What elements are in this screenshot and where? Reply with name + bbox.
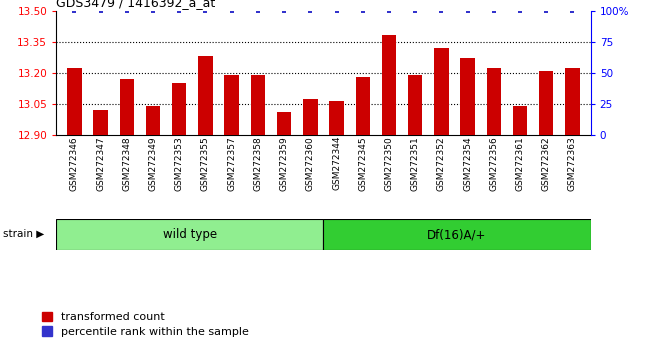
Point [95, 8, 106, 13]
Point [515, 8, 525, 13]
Bar [376, 11, 402, 135]
Bar [460, 58, 475, 135]
Point [541, 8, 552, 13]
Bar [323, 219, 591, 250]
Point [331, 8, 342, 13]
Bar [303, 99, 317, 135]
Point [279, 8, 289, 13]
Bar [408, 75, 422, 135]
Bar [381, 35, 396, 135]
Point [200, 8, 211, 13]
Bar [119, 79, 134, 135]
Bar [480, 11, 507, 135]
Bar [559, 11, 585, 135]
Text: Df(16)A/+: Df(16)A/+ [428, 228, 486, 241]
Bar [271, 11, 297, 135]
Bar [356, 77, 370, 135]
Bar [428, 11, 455, 135]
Bar [539, 70, 553, 135]
Bar [61, 11, 88, 135]
Bar [224, 75, 239, 135]
Bar [245, 11, 271, 135]
Bar [172, 83, 187, 135]
Text: strain ▶: strain ▶ [3, 229, 44, 239]
Point [253, 8, 263, 13]
Point [174, 8, 185, 13]
Bar [486, 68, 501, 135]
Bar [277, 112, 291, 135]
Bar [218, 11, 245, 135]
Bar [198, 56, 213, 135]
Bar [114, 11, 140, 135]
Bar [455, 11, 480, 135]
Bar [251, 75, 265, 135]
Text: GDS3479 / 1416392_a_at: GDS3479 / 1416392_a_at [56, 0, 215, 10]
Bar [166, 11, 192, 135]
Bar [513, 105, 527, 135]
Point [383, 8, 394, 13]
Bar [297, 11, 323, 135]
Bar [67, 68, 82, 135]
Bar [533, 11, 559, 135]
Point [567, 8, 578, 13]
Legend: transformed count, percentile rank within the sample: transformed count, percentile rank withi… [38, 307, 253, 341]
Point [69, 8, 80, 13]
Point [436, 8, 447, 13]
Bar [565, 68, 579, 135]
Bar [140, 11, 166, 135]
Point [226, 8, 237, 13]
Point [148, 8, 158, 13]
Bar [329, 102, 344, 135]
Bar [94, 110, 108, 135]
Point [358, 8, 368, 13]
Text: wild type: wild type [162, 228, 217, 241]
Bar [323, 11, 350, 135]
Point [410, 8, 420, 13]
Bar [56, 219, 323, 250]
Bar [507, 11, 533, 135]
Bar [350, 11, 376, 135]
Bar [146, 105, 160, 135]
Bar [402, 11, 428, 135]
Bar [88, 11, 114, 135]
Point [121, 8, 132, 13]
Point [488, 8, 499, 13]
Bar [192, 11, 218, 135]
Point [305, 8, 315, 13]
Bar [434, 48, 449, 135]
Point [462, 8, 473, 13]
